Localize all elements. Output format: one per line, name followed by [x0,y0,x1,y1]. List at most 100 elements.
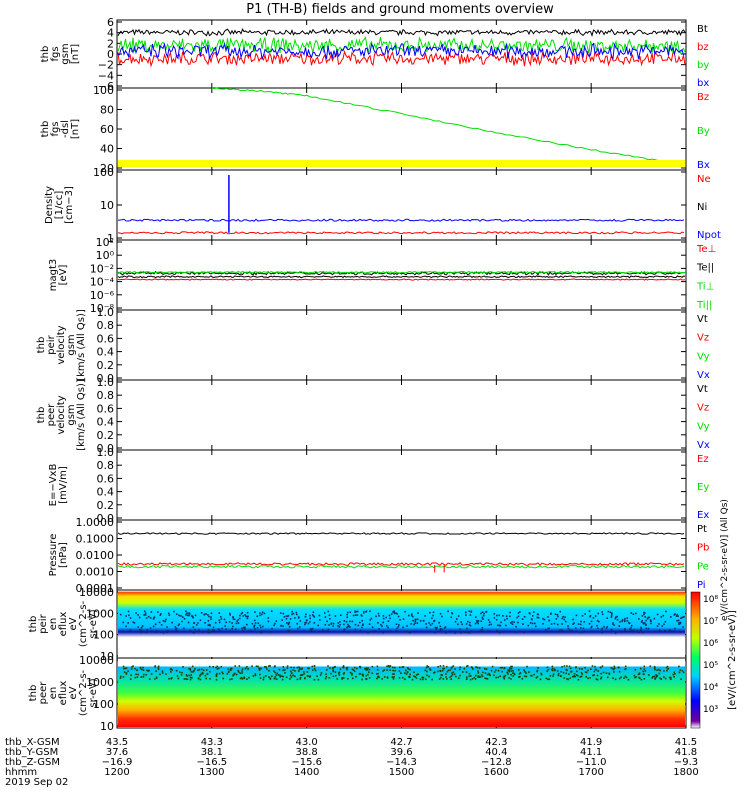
spectrogram-speckle [478,667,481,669]
spectrogram-speckle [161,672,164,674]
spectrogram-speckle [619,620,621,623]
spectrogram-speckle [536,670,538,673]
spectrogram-speckle [618,666,620,669]
y-axis-label: Pressure [48,534,59,577]
spectrogram-speckle [593,670,596,673]
y-tick-label: 100 [93,166,114,179]
spectrogram-speckle [244,626,246,629]
spectrogram-speckle [327,610,330,613]
spectrogram-speckle [613,671,615,673]
spectrogram-speckle [192,631,195,634]
y-axis-label: [nPa] [58,542,69,568]
spectrogram-speckle [339,668,342,671]
spectrogram-speckle [279,674,281,677]
spectrogram-speckle [155,677,158,679]
spectrogram-speckle [275,620,278,622]
spectrogram-speckle [486,673,489,676]
spectrogram-speckle [155,670,157,672]
spectrogram-speckle [195,624,198,626]
spectrogram-speckle [439,625,442,628]
spectrogram-speckle [362,623,364,626]
series-Te-par-2 [117,275,686,279]
spectrogram-speckle [377,672,379,675]
spectrogram-speckle [643,612,646,614]
spectrogram-speckle [356,614,359,616]
spectrogram-speckle [678,621,680,624]
spectrogram-speckle [563,677,566,679]
spectrogram-speckle [365,611,367,613]
spectrogram-speckle [376,677,378,680]
y-axis-label: velocity [56,325,67,364]
spectrogram-speckle [274,622,276,625]
spectrogram-speckle [641,615,644,617]
spectrogram-speckle [640,627,643,630]
spectrogram-speckle [257,665,259,668]
spectrogram-speckle [232,674,235,676]
spectrogram-speckle [347,631,350,633]
y-tick-label: 0.4 [97,346,115,359]
spectrogram-speckle [241,629,244,631]
spectrogram-speckle [345,667,348,669]
spectrogram-speckle [189,669,192,671]
spectrogram-speckle [454,668,456,670]
spectrogram-speckle [189,678,192,681]
spectrogram-speckle [167,612,170,615]
spectrogram-speckle [255,665,258,668]
spectrogram-speckle [521,618,524,620]
xaxis-row-value: −16.9 [102,757,133,768]
spectrogram-speckle [575,614,578,617]
spectrogram-speckle [240,676,243,679]
spectrogram-speckle [482,671,484,674]
spectrogram-speckle [606,617,609,619]
spectrogram-speckle [371,672,374,675]
spectrogram-speckle [559,675,562,677]
spectrogram-speckle [673,614,676,616]
spectrogram-speckle [283,615,286,618]
spectrogram-speckle [590,620,593,623]
spectrogram-speckle [265,675,267,677]
spectrogram-speckle [580,675,583,678]
spectrogram-speckle [254,611,256,613]
spectrogram-speckle [191,676,193,679]
spectrogram-speckle [338,674,341,676]
spectrogram-speckle [332,625,334,627]
spectrogram-speckle [218,672,221,675]
series-bz [117,49,686,68]
spectrogram-speckle [228,630,230,633]
series-by [117,36,686,56]
spectrogram-speckle [546,666,549,669]
spectrogram-speckle [233,673,236,675]
spectrogram-speckle [679,622,682,625]
spectrogram-speckle [665,610,667,613]
spectrogram-speckle [465,671,468,673]
spectrogram-speckle [199,619,202,622]
spectrogram-speckle [519,672,522,674]
spectrogram-speckle [231,622,233,624]
spectrogram-speckle [232,674,234,677]
spectrogram-speckle [332,622,335,625]
spectrogram-speckle [659,677,661,680]
spectrogram-speckle [674,613,676,615]
y-axis-label: (cm^2-s- [78,669,89,716]
spectrogram-speckle [199,678,202,681]
spectrogram-speckle [623,619,626,622]
xaxis-date: 2019 Sep 02 [5,777,68,788]
spectrogram-speckle [447,669,450,672]
spectrogram-speckle [664,677,667,680]
spectrogram-speckle [414,620,417,623]
spectrogram-speckle [377,622,379,624]
spectrogram-speckle [642,670,644,673]
spectrogram-speckle [346,626,348,629]
spectrogram-speckle [332,670,335,673]
spectrogram-speckle [426,670,428,673]
spectrogram-speckle [471,678,474,680]
spectrogram-speckle [480,620,483,622]
spectrogram-speckle [605,672,608,674]
spectrogram-speckle [188,614,190,617]
spectrogram-speckle [487,619,490,621]
spectrogram-speckle [649,619,652,621]
spectrogram-speckle [365,674,368,677]
y-axis-label: [km/s (All Qs)] [76,379,87,451]
spectrogram-speckle [326,620,328,623]
spectrogram-speckle [305,613,307,616]
